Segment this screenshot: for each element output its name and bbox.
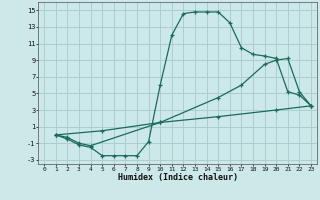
X-axis label: Humidex (Indice chaleur): Humidex (Indice chaleur): [118, 173, 238, 182]
